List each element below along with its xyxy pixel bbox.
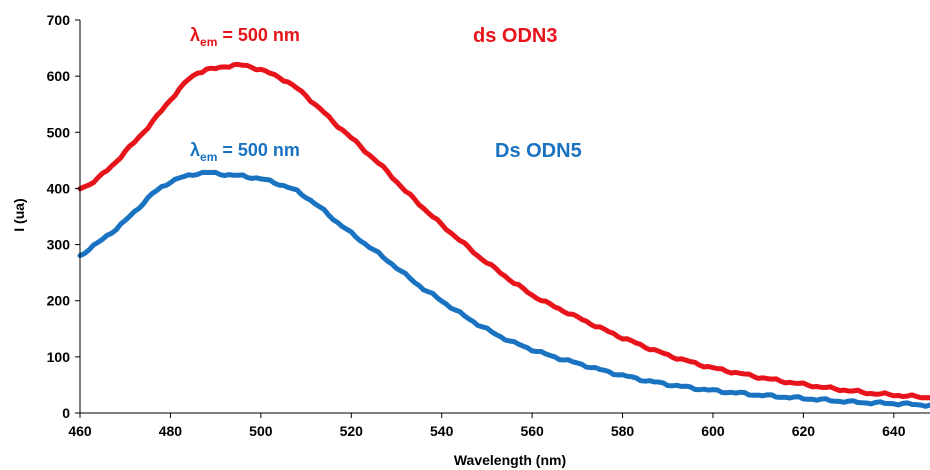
y-tick-label: 100 (47, 349, 71, 365)
x-tick-label: 620 (792, 423, 816, 439)
x-tick-label: 540 (430, 423, 454, 439)
y-tick-label: 600 (47, 68, 71, 84)
y-tick-label: 0 (62, 405, 70, 421)
series-line-ds-odn3 (77, 61, 930, 401)
lambda-value: = 500 nm (217, 25, 300, 45)
x-tick-label: 580 (611, 423, 635, 439)
x-tick-label: 640 (882, 423, 906, 439)
series-label-ds-odn3: ds ODN3 (473, 25, 557, 47)
series-line-ds-odn5 (77, 169, 930, 409)
x-tick-label: 560 (520, 423, 544, 439)
lambda-em-annotation-red: λem = 500 nm (190, 25, 300, 49)
em-subscript: em (200, 150, 217, 164)
y-axis-title: I (ua) (11, 198, 27, 231)
x-tick-label: 600 (701, 423, 725, 439)
y-tick-label: 300 (47, 237, 71, 253)
y-tick-label: 700 (47, 12, 71, 28)
x-tick-label: 460 (68, 423, 92, 439)
y-tick-label: 500 (47, 124, 71, 140)
y-tick-label: 200 (47, 293, 71, 309)
y-axis: 0 100 200 300 400 500 600 700 (47, 12, 81, 421)
series-label-ds-odn5: Ds ODN5 (495, 140, 582, 162)
lambda-em-annotation-blue: λem = 500 nm (190, 140, 300, 164)
x-axis-title: Wavelength (nm) (454, 452, 566, 468)
lambda-symbol: λ (190, 25, 200, 45)
lambda-symbol: λ (190, 140, 200, 160)
x-axis: 460 480 500 520 540 560 580 600 620 640 (68, 412, 930, 439)
x-tick-label: 500 (249, 423, 273, 439)
plot-area (77, 61, 930, 409)
y-tick-label: 400 (47, 180, 71, 196)
em-subscript: em (200, 35, 217, 49)
lambda-value: = 500 nm (217, 140, 300, 160)
x-tick-label: 520 (340, 423, 364, 439)
x-tick-label: 480 (159, 423, 183, 439)
